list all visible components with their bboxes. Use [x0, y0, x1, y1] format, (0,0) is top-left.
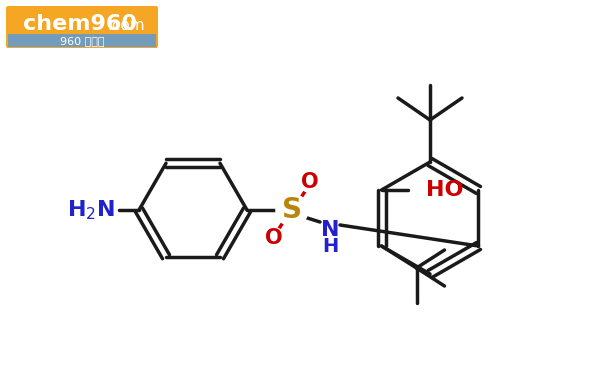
Text: .com: .com — [107, 18, 145, 33]
FancyBboxPatch shape — [6, 6, 158, 48]
Text: N: N — [321, 220, 339, 240]
Text: H$_2$N: H$_2$N — [67, 198, 115, 222]
Text: O: O — [301, 172, 319, 192]
Text: chem960: chem960 — [23, 14, 137, 34]
Text: O: O — [265, 228, 283, 248]
Text: HO: HO — [425, 180, 463, 200]
Text: H: H — [322, 237, 338, 255]
FancyBboxPatch shape — [8, 34, 156, 47]
Text: S: S — [282, 196, 302, 224]
Text: 960 化工网: 960 化工网 — [60, 36, 104, 46]
